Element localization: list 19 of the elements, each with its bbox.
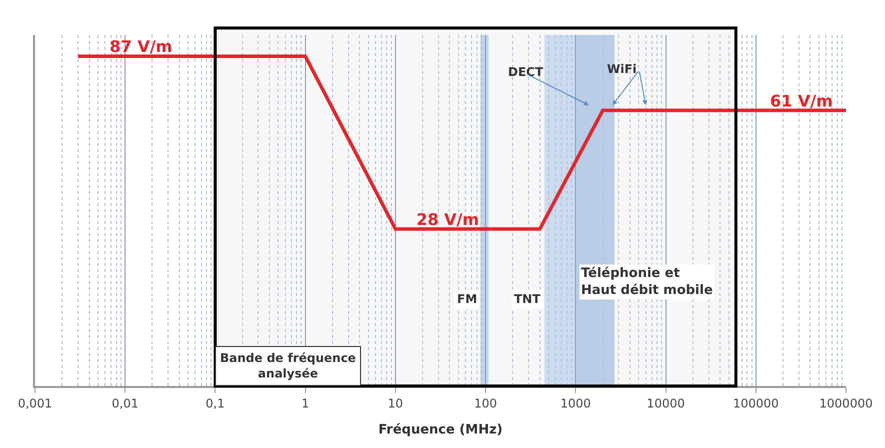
x-tick-label: 10000 [646, 396, 685, 410]
x-tick-label: 0,1 [206, 396, 225, 410]
x-axis-title: Fréquence (MHz) [378, 422, 503, 438]
annotation: DECT [508, 65, 544, 79]
data-label: 61 V/m [770, 91, 833, 110]
x-tick-label: 10 [388, 396, 404, 410]
x-tick-label: 1000 [560, 396, 591, 410]
annotation: WiFi [607, 62, 637, 76]
band-label: TNT [514, 292, 542, 306]
annotation: Téléphonie et Haut débit mobile [581, 266, 713, 298]
x-tick-label: 1 [302, 396, 310, 410]
x-tick-label: 100 [474, 396, 498, 410]
data-label: 28 V/m [416, 210, 480, 230]
x-tick-label: 1000000 [819, 396, 873, 410]
band-label: FM [457, 292, 478, 306]
x-tick-label: 0,01 [112, 396, 138, 410]
band-label: Bande de fréquence analysée [220, 351, 356, 381]
x-tick-label: 100000 [732, 396, 779, 410]
x-tick-label: 0,001 [18, 396, 52, 410]
